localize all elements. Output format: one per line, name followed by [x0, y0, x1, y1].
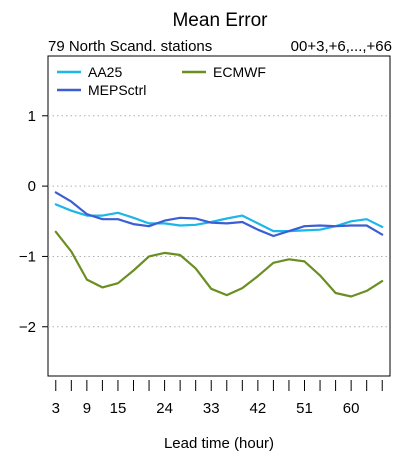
x-tick-label: 60	[343, 400, 360, 417]
legend-label: MEPSctrl	[88, 82, 146, 98]
chart-title: Mean Error	[172, 10, 268, 31]
series-line-mepsctrl	[54, 191, 384, 238]
x-tick-label: 24	[156, 400, 173, 417]
x-axis-label: Lead time (hour)	[164, 435, 274, 452]
y-axis: 1 0 −1 −2	[19, 108, 48, 336]
x-tick-label: 15	[110, 400, 127, 417]
x-tick-label: 51	[296, 400, 313, 417]
legend-label: AA25	[88, 64, 122, 80]
y-tick-label: −2	[19, 319, 36, 336]
y-tick-label: −1	[19, 248, 36, 265]
x-tick-label: 9	[83, 400, 91, 417]
grid-lines	[48, 115, 390, 328]
y-tick-label: 0	[28, 178, 36, 195]
series-line-ecmwf	[54, 230, 384, 298]
x-tick-label: 42	[250, 400, 267, 417]
legend: AA25 MEPSctrl ECMWF	[57, 64, 266, 98]
series-line-aa25	[54, 203, 384, 233]
plot-frame	[47, 55, 391, 377]
x-tick-label: 3	[52, 400, 60, 417]
legend-label: ECMWF	[213, 64, 266, 80]
y-tick-label: 1	[28, 108, 36, 125]
chart-subtitle-right: 00+3,+6,...,+66	[291, 38, 392, 55]
chart-subtitle-left: 79 North Scand. stations	[48, 38, 212, 55]
series-lines	[54, 191, 384, 298]
x-tick-label: 33	[203, 400, 220, 417]
x-axis: 3 9 15 24 33 42 51 60	[52, 380, 383, 417]
